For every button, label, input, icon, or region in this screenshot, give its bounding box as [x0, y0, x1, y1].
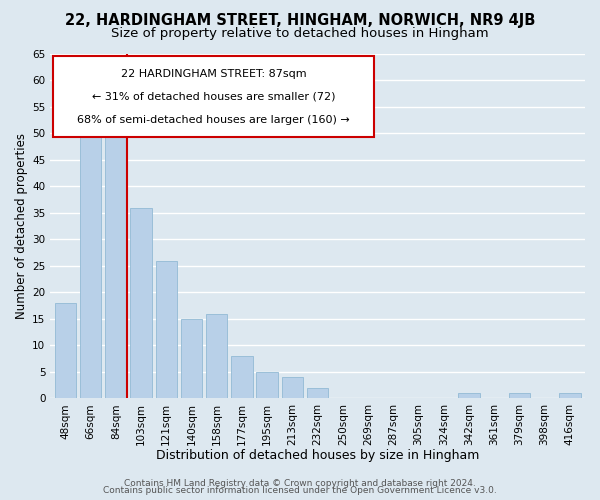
FancyBboxPatch shape [53, 56, 374, 136]
Bar [559, 393, 581, 398]
Bar [281, 377, 303, 398]
Bar [181, 319, 202, 398]
Bar [231, 356, 253, 399]
Bar [458, 393, 479, 398]
Text: Contains public sector information licensed under the Open Government Licence v3: Contains public sector information licen… [103, 486, 497, 495]
Bar [206, 314, 227, 398]
Bar [155, 260, 177, 398]
Text: 22, HARDINGHAM STREET, HINGHAM, NORWICH, NR9 4JB: 22, HARDINGHAM STREET, HINGHAM, NORWICH,… [65, 12, 535, 28]
Bar [307, 388, 328, 398]
Y-axis label: Number of detached properties: Number of detached properties [15, 133, 28, 319]
Bar [256, 372, 278, 398]
Bar [130, 208, 152, 398]
Bar [80, 134, 101, 398]
Text: 68% of semi-detached houses are larger (160) →: 68% of semi-detached houses are larger (… [77, 115, 350, 125]
X-axis label: Distribution of detached houses by size in Hingham: Distribution of detached houses by size … [156, 450, 479, 462]
Bar [55, 303, 76, 398]
Text: Size of property relative to detached houses in Hingham: Size of property relative to detached ho… [111, 28, 489, 40]
Text: ← 31% of detached houses are smaller (72): ← 31% of detached houses are smaller (72… [92, 92, 335, 102]
Text: Contains HM Land Registry data © Crown copyright and database right 2024.: Contains HM Land Registry data © Crown c… [124, 478, 476, 488]
Bar [105, 128, 127, 398]
Text: 22 HARDINGHAM STREET: 87sqm: 22 HARDINGHAM STREET: 87sqm [121, 69, 306, 79]
Bar [509, 393, 530, 398]
